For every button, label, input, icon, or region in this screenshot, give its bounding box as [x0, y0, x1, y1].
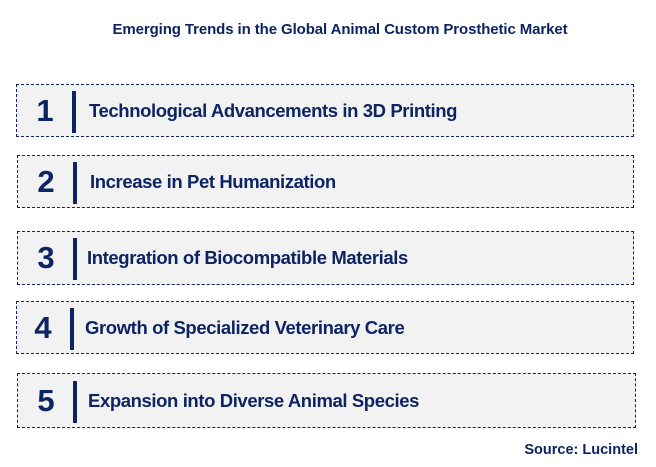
divider-bar	[73, 238, 77, 280]
trend-number: 4	[34, 309, 52, 345]
divider-bar	[72, 91, 76, 133]
trend-label: Growth of Specialized Veterinary Care	[85, 316, 405, 338]
trend-label: Technological Advancements in 3D Printin…	[89, 99, 458, 121]
trend-item-2: 2 Increase in Pet Humanization	[17, 155, 634, 208]
divider-bar	[70, 308, 74, 350]
trend-item-3: 3 Integration of Biocompatible Materials	[17, 231, 634, 285]
divider-bar	[73, 162, 77, 204]
trend-label: Expansion into Diverse Animal Species	[88, 389, 419, 411]
trend-item-4: 4 Growth of Specialized Veterinary Care	[16, 301, 634, 354]
trend-number: 3	[37, 240, 55, 275]
trend-number: 5	[37, 382, 55, 418]
trend-number: 2	[37, 163, 55, 199]
source-caption: Source: Lucintel	[524, 442, 638, 458]
diagram-title: Emerging Trends in the Global Animal Cus…	[112, 21, 568, 38]
trend-item-5: 5 Expansion into Diverse Animal Species	[17, 373, 636, 428]
trend-number: 1	[36, 92, 54, 128]
trend-label: Integration of Biocompatible Materials	[87, 247, 408, 268]
trend-item-1: 1 Technological Advancements in 3D Print…	[16, 84, 634, 137]
trend-label: Increase in Pet Humanization	[90, 170, 336, 192]
divider-bar	[73, 381, 77, 423]
